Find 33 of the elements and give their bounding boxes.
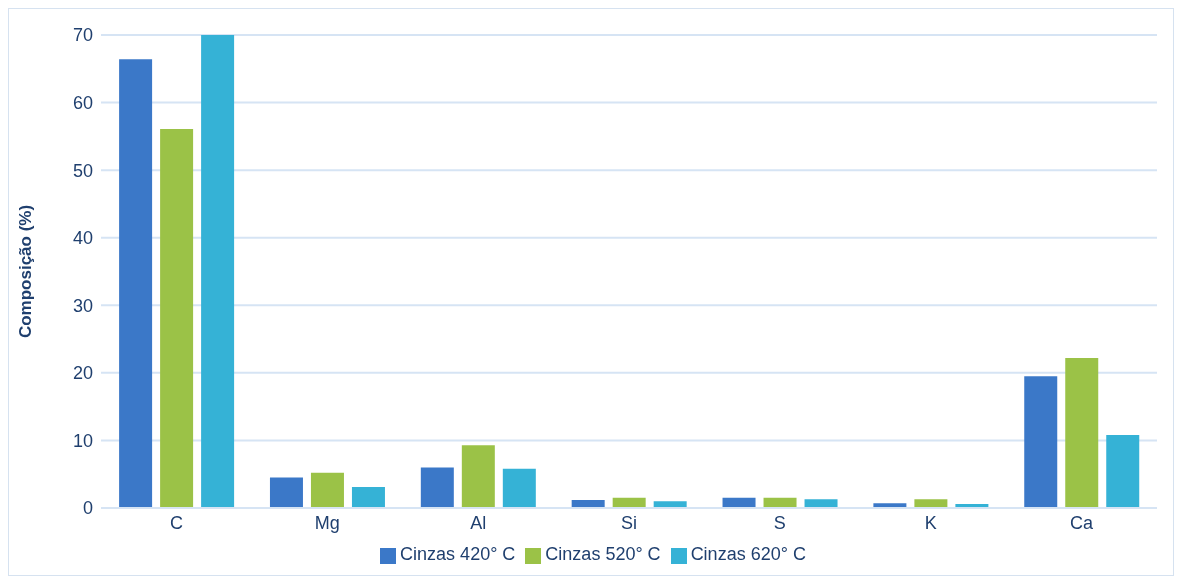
bar — [914, 499, 948, 508]
legend-label: Cinzas 520° C — [545, 544, 661, 564]
bar — [351, 487, 385, 508]
bar — [201, 35, 235, 508]
y-tick-label: 20 — [72, 363, 93, 384]
y-tick-label: 40 — [72, 228, 93, 249]
bar — [420, 467, 454, 508]
y-tick-label: 60 — [72, 92, 93, 113]
y-axis-title: Composição (%) — [16, 204, 36, 339]
x-tick-label: Si — [620, 512, 638, 533]
bar — [1024, 376, 1058, 508]
y-tick-label: 0 — [82, 498, 93, 519]
x-tick-label: K — [924, 512, 937, 533]
bar — [269, 477, 303, 508]
x-tick-label: C — [169, 512, 183, 533]
bar — [1106, 435, 1140, 508]
bar — [502, 468, 536, 508]
bar — [1065, 357, 1099, 508]
y-tick-label: 50 — [72, 160, 93, 181]
y-tick-label: 70 — [72, 25, 93, 46]
bar — [119, 59, 153, 508]
x-tick-label: Ca — [1070, 512, 1095, 533]
x-tick-label: Mg — [314, 512, 340, 533]
legend-label: Cinzas 420° C — [400, 544, 516, 564]
x-tick-label: S — [773, 512, 786, 533]
bar — [310, 472, 344, 508]
bar — [804, 499, 838, 508]
y-tick-label: 30 — [72, 295, 93, 316]
bar — [160, 128, 194, 508]
legend-label: Cinzas 620° C — [690, 544, 806, 564]
x-tick-label: Al — [470, 512, 487, 533]
bar — [461, 445, 495, 508]
y-tick-label: 10 — [72, 430, 93, 451]
